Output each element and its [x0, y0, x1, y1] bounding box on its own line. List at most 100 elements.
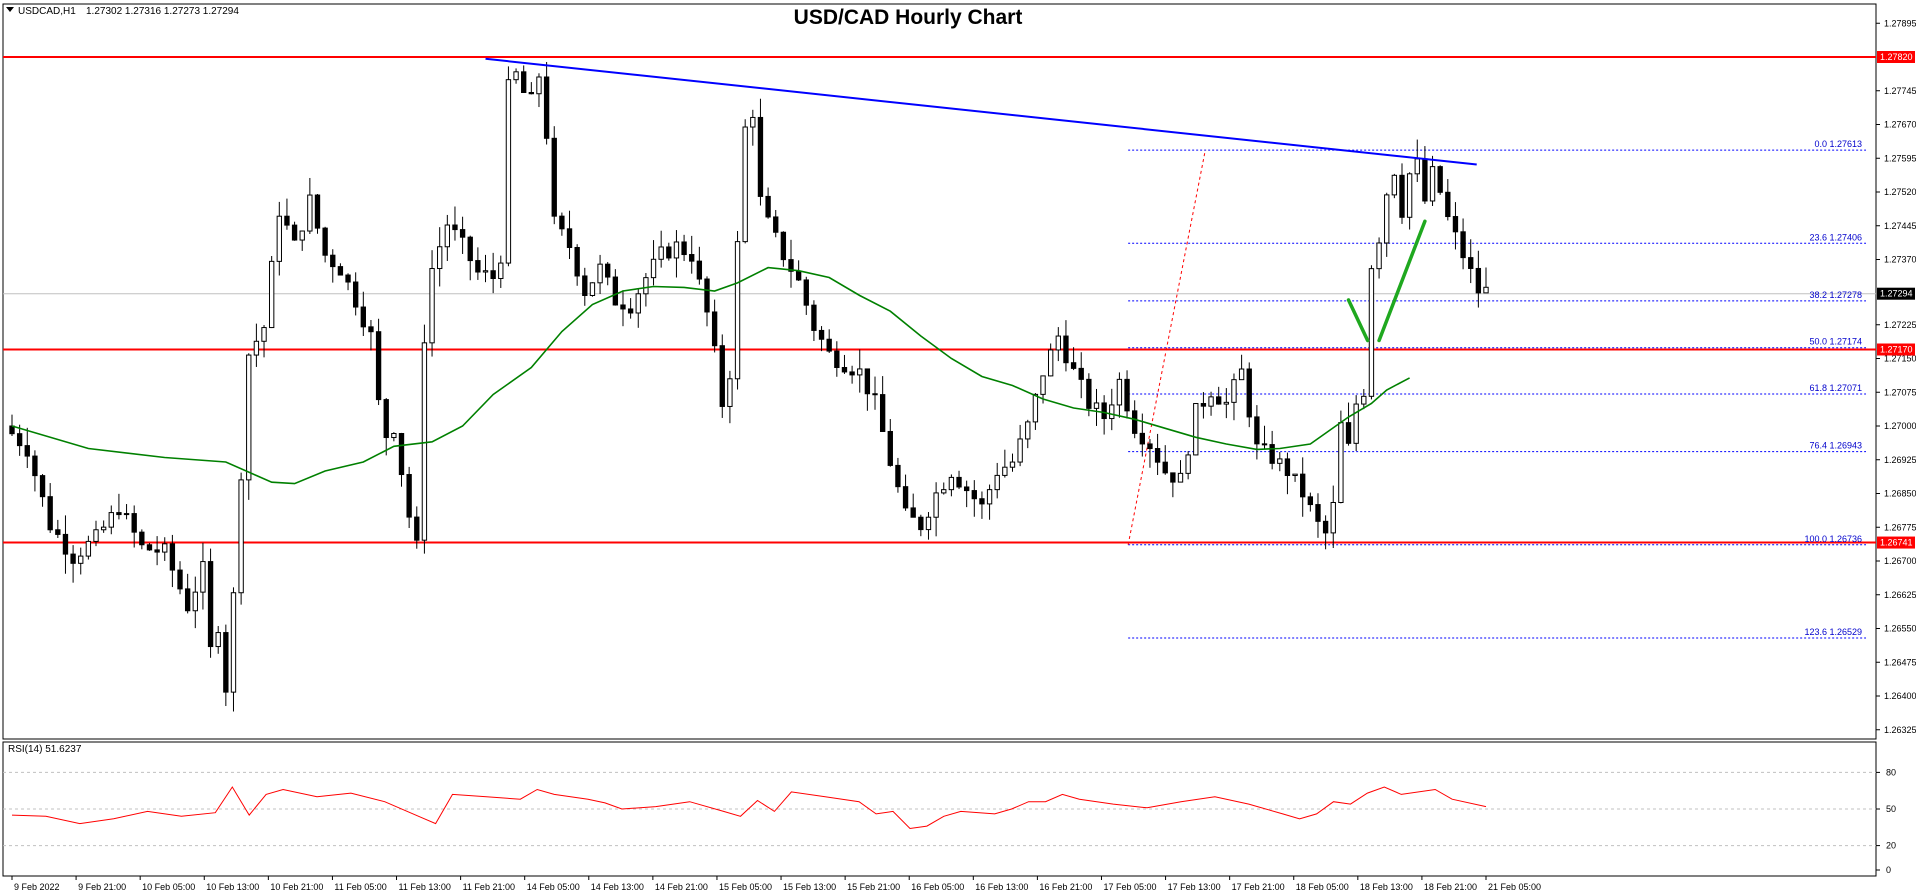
- candle-body: [24, 445, 30, 457]
- candle-body: [85, 540, 92, 557]
- candle-body: [780, 231, 787, 261]
- candle-body: [1078, 367, 1084, 380]
- time-tick-label: 17 Feb 13:00: [1168, 882, 1221, 892]
- collapse-triangle-icon[interactable]: [6, 7, 14, 12]
- candle-body: [1475, 267, 1482, 294]
- candle-body: [414, 516, 420, 541]
- candle-body: [689, 254, 695, 262]
- candle-body: [1025, 421, 1031, 440]
- rsi-tick-label: 0: [1886, 865, 1891, 875]
- time-tick-label: 9 Feb 2022: [14, 882, 60, 892]
- candle-body: [1063, 335, 1069, 364]
- candle-body: [330, 254, 336, 268]
- candle-body: [162, 543, 168, 553]
- candle-body: [383, 399, 389, 439]
- candle-body: [1208, 396, 1214, 407]
- price-pane-border: [2, 3, 1877, 740]
- candle-body: [612, 276, 619, 306]
- candle-body: [788, 259, 794, 272]
- candle-body: [444, 224, 451, 248]
- candle-body: [589, 282, 596, 296]
- rsi-label: RSI(14) 51.6237: [8, 744, 82, 755]
- candle-body: [1055, 335, 1061, 351]
- price-tick-label: 1.26625: [1884, 590, 1916, 600]
- candle-body: [55, 529, 61, 535]
- candle-body: [1193, 403, 1199, 456]
- forecast-arrow-0: [1346, 298, 1370, 343]
- candle-body: [872, 393, 878, 396]
- candle-body: [215, 632, 221, 648]
- price-label-text-2: 1.27170: [1880, 345, 1913, 355]
- candle-body: [818, 329, 825, 340]
- candle-body: [39, 475, 46, 498]
- time-tick-label: 16 Feb 21:00: [1039, 882, 1092, 892]
- candle-body: [268, 260, 275, 329]
- candle-body: [582, 275, 588, 296]
- candle-body: [345, 274, 351, 283]
- price-label-bg-2: [1877, 343, 1915, 356]
- ohlc-readout: 1.27302 1.27316 1.27273 1.27294: [86, 6, 239, 17]
- fib-level-label-7: 123.6 1.26529: [1804, 627, 1862, 637]
- candle-body: [1086, 378, 1092, 409]
- price-tick-label: 1.27370: [1884, 255, 1916, 265]
- candle-body: [261, 327, 267, 342]
- candle-body: [238, 479, 244, 594]
- price-tick-label: 1.26925: [1884, 455, 1916, 465]
- candle-body: [1246, 368, 1252, 418]
- candle-body: [1315, 504, 1321, 522]
- price-tick-label: 1.26550: [1884, 624, 1916, 634]
- forecast-arrows: [1346, 219, 1427, 343]
- candle-body: [910, 507, 916, 518]
- time-tick-label: 18 Feb 13:00: [1360, 882, 1413, 892]
- candle-body: [1437, 166, 1443, 193]
- price-tick-label: 1.26775: [1884, 522, 1916, 532]
- time-tick-label: 15 Feb 21:00: [847, 882, 900, 892]
- candle-body: [1330, 501, 1336, 534]
- candle-body: [353, 281, 359, 308]
- candle-body: [574, 246, 580, 277]
- candlesticks: [9, 62, 1489, 712]
- fib-level-label-6: 100.0 1.26736: [1804, 534, 1862, 544]
- candle-body: [1284, 458, 1291, 477]
- candle-body: [1345, 422, 1352, 444]
- candle-body: [864, 368, 871, 395]
- candle-body: [704, 278, 710, 313]
- candle-body: [1292, 473, 1298, 477]
- candle-body: [795, 270, 802, 281]
- candle-body: [154, 549, 160, 553]
- candle-body: [933, 492, 939, 518]
- candle-body: [1422, 158, 1428, 202]
- price-tick-label: 1.26400: [1884, 691, 1916, 701]
- candle-body: [536, 76, 542, 95]
- candle-body: [1116, 378, 1123, 406]
- price-tick-label: 1.27745: [1884, 86, 1916, 96]
- time-tick-label: 14 Feb 05:00: [527, 882, 580, 892]
- candle-body: [750, 116, 756, 128]
- candle-body: [169, 543, 176, 571]
- price-label-bg-3: [1877, 536, 1915, 549]
- candle-body: [421, 342, 428, 541]
- forecast-arrow-1: [1377, 219, 1427, 343]
- candle-body: [47, 496, 53, 531]
- candle-body: [1162, 461, 1168, 474]
- candle-body: [207, 561, 214, 648]
- candle-body: [1376, 242, 1382, 270]
- candle-body: [1452, 216, 1459, 233]
- candle-body: [307, 194, 313, 232]
- candle-body: [994, 474, 1000, 491]
- rsi-tick-label: 20: [1886, 841, 1896, 851]
- candle-body: [32, 455, 38, 477]
- candle-body: [1002, 466, 1008, 476]
- time-tick-label: 15 Feb 05:00: [719, 882, 772, 892]
- candle-body: [1261, 443, 1268, 446]
- candle-body: [834, 350, 840, 368]
- candle-body: [711, 311, 718, 347]
- candle-body: [1269, 444, 1275, 464]
- candle-body: [192, 591, 198, 612]
- candle-body: [941, 489, 947, 494]
- candle-body: [979, 498, 985, 505]
- candle-body: [1361, 395, 1367, 405]
- candle-body: [93, 529, 99, 542]
- time-tick-label: 11 Feb 21:00: [463, 882, 515, 892]
- price-tick-label: 1.27520: [1884, 187, 1916, 197]
